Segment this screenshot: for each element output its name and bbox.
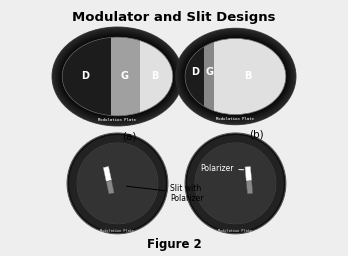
Ellipse shape	[185, 38, 286, 115]
Ellipse shape	[181, 35, 290, 118]
Bar	[185, 36, 204, 117]
Ellipse shape	[55, 30, 180, 123]
Bar	[214, 36, 286, 117]
Ellipse shape	[178, 31, 293, 122]
Ellipse shape	[175, 28, 296, 125]
Ellipse shape	[57, 32, 178, 121]
Ellipse shape	[184, 37, 287, 116]
Ellipse shape	[52, 27, 183, 126]
Text: Modulator and Slit Designs: Modulator and Slit Designs	[72, 11, 276, 24]
Circle shape	[77, 143, 158, 224]
Bar	[204, 36, 214, 117]
Circle shape	[185, 133, 286, 234]
Text: B: B	[151, 71, 159, 81]
Circle shape	[187, 135, 284, 232]
Text: D: D	[81, 71, 89, 81]
Text: Modulation Plate: Modulation Plate	[219, 229, 252, 233]
Text: Polarizer: Polarizer	[200, 164, 244, 173]
Text: G: G	[205, 67, 213, 77]
Ellipse shape	[54, 29, 181, 124]
Polygon shape	[106, 180, 114, 194]
Ellipse shape	[56, 31, 179, 122]
Text: B: B	[244, 71, 252, 81]
Text: Modulation Plate: Modulation Plate	[101, 229, 134, 233]
Circle shape	[67, 133, 168, 234]
Text: (b): (b)	[249, 130, 264, 140]
Ellipse shape	[58, 34, 176, 120]
Text: D: D	[191, 67, 199, 77]
Ellipse shape	[176, 30, 294, 123]
Polygon shape	[246, 181, 253, 194]
Text: Slit with
Polarizer: Slit with Polarizer	[126, 184, 204, 203]
Ellipse shape	[180, 34, 291, 120]
Bar	[111, 35, 140, 118]
Text: Figure 2: Figure 2	[147, 238, 201, 251]
Circle shape	[69, 135, 166, 232]
Circle shape	[195, 143, 276, 224]
Polygon shape	[245, 166, 252, 181]
Bar	[140, 35, 173, 118]
Text: Modulation Plate: Modulation Plate	[98, 118, 136, 122]
Ellipse shape	[175, 29, 296, 124]
Polygon shape	[103, 166, 111, 182]
Text: (a): (a)	[122, 131, 137, 141]
Ellipse shape	[62, 37, 173, 116]
Text: Modulation Plate: Modulation Plate	[216, 117, 254, 121]
Ellipse shape	[60, 35, 175, 118]
Ellipse shape	[61, 36, 174, 117]
Bar	[62, 35, 111, 118]
Ellipse shape	[179, 32, 292, 121]
Text: G: G	[121, 71, 129, 81]
Ellipse shape	[52, 27, 183, 126]
Ellipse shape	[183, 36, 288, 117]
